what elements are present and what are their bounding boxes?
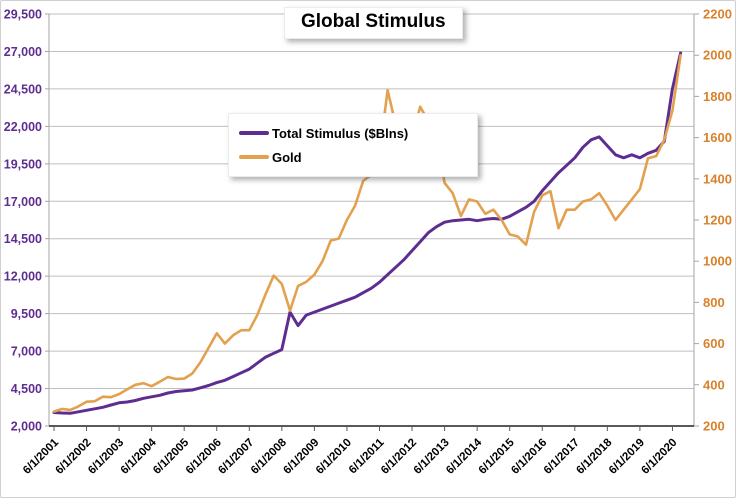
y-axis-label-left: 27,000 xyxy=(4,45,42,59)
y-axis-label-right: 2000 xyxy=(703,48,732,63)
y-axis-label-right: 1600 xyxy=(703,130,732,145)
y-axis-label-right: 1200 xyxy=(703,213,732,228)
y-axis-label-left: 19,500 xyxy=(4,157,42,171)
x-axis-label: 6/1/2020 xyxy=(639,437,679,477)
y-axis-label-right: 1400 xyxy=(703,171,732,186)
legend-item-total-stimulus: Total Stimulus ($Blns) xyxy=(239,121,467,145)
legend: Total Stimulus ($Blns) Gold xyxy=(228,113,478,177)
y-axis-label-right: 200 xyxy=(703,419,725,434)
total-stimulus-line-swatch xyxy=(239,131,269,135)
y-axis-label-right: 800 xyxy=(703,295,725,310)
y-axis-label-right: 400 xyxy=(703,377,725,392)
y-axis-label-left: 24,500 xyxy=(4,82,42,96)
y-axis-label-right: 600 xyxy=(703,336,725,351)
series-line-gold xyxy=(52,53,682,413)
y-axis-label-left: 7,000 xyxy=(11,345,42,359)
y-axis-label-right: 1000 xyxy=(703,254,732,269)
chart-title: Global Stimulus xyxy=(284,7,463,39)
legend-label-total-stimulus: Total Stimulus ($Blns) xyxy=(272,125,409,141)
x-axis-label: 6/1/2010 xyxy=(314,437,354,477)
y-axis-label-right: 1800 xyxy=(703,89,732,104)
gold-line-swatch xyxy=(239,155,269,159)
y-axis-label-left: 2,000 xyxy=(11,420,42,434)
y-axis-label-left: 22,000 xyxy=(4,120,42,134)
series-line-total-stimulus xyxy=(52,51,683,415)
y-axis-label-left: 9,500 xyxy=(11,307,42,321)
y-axis-label-left: 12,000 xyxy=(4,270,42,284)
y-axis-label-right: 2200 xyxy=(703,7,732,22)
y-axis-label-left: 29,500 xyxy=(4,8,42,22)
legend-item-gold: Gold xyxy=(239,145,467,169)
legend-label-gold: Gold xyxy=(272,149,302,165)
y-axis-label-left: 4,500 xyxy=(11,382,42,396)
y-axis-label-left: 14,500 xyxy=(4,232,42,246)
y-axis-label-left: 17,000 xyxy=(4,195,42,209)
